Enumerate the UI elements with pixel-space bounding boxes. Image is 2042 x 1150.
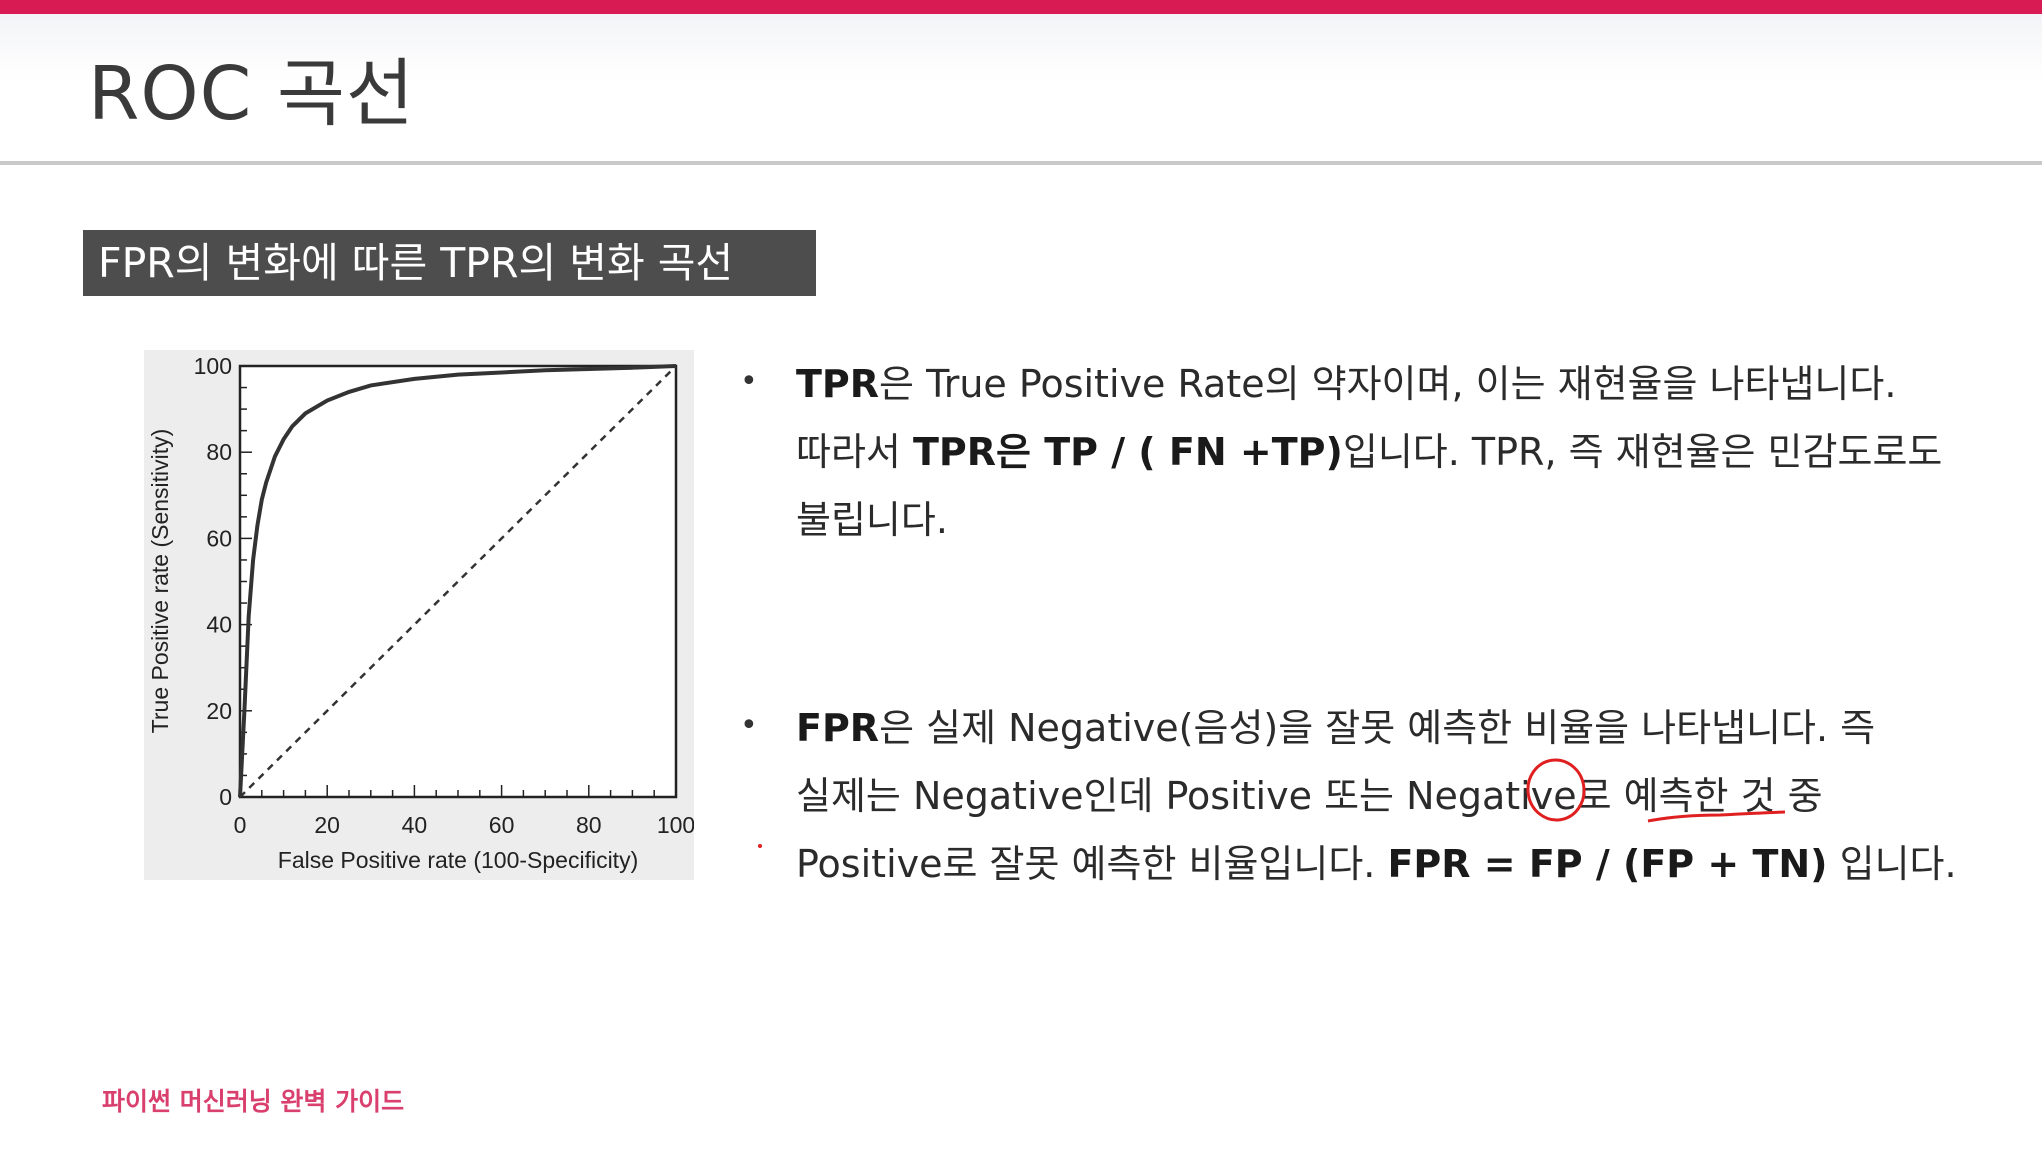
bullet-marker: • (740, 364, 758, 399)
accent-bar (0, 0, 2042, 14)
footer-book-title: 파이썬 머신러닝 완벽 가이드 (102, 1087, 405, 1116)
fpr-formula: FPR = FP / (FP + TN) (1387, 842, 1827, 886)
bullet-fpr: • FPR은 실제 Negative(음성)을 잘못 예측한 비율을 나타냅니다… (740, 694, 2030, 898)
tpr-formula: TPR은 TP / ( FN +TP) (912, 430, 1343, 474)
y-tick-label: 100 (194, 353, 232, 379)
fpr-line2-text: 실제는 Negative인데 Positive 또는 Negative로 예측한… (796, 774, 1823, 818)
title-divider (0, 161, 2042, 165)
tpr-line-3: 불립니다. (796, 486, 2030, 554)
tpr-line3-text: 불립니다. (796, 498, 948, 542)
tpr-term: TPR (796, 362, 880, 406)
tpr-line-1: TPR은 True Positive Rate의 약자이며, 이는 재현율을 나… (796, 350, 2030, 418)
y-tick-label: 0 (219, 784, 232, 810)
slide-title: ROC 곡선 (88, 51, 416, 137)
fpr-line3-prefix: Positive로 잘못 예측한 비율입니다. (796, 842, 1388, 886)
fpr-formula-lhs: FPR = (1387, 842, 1529, 886)
fpr-line-1: FPR은 실제 Negative(음성)을 잘못 예측한 비율을 나타냅니다. … (796, 694, 2030, 762)
x-axis-label: False Positive rate (100-Specificity) (278, 847, 638, 873)
fpr-formula-denominator: / (FP + TN) (1582, 842, 1828, 886)
bullet-tpr: • TPR은 True Positive Rate의 약자이며, 이는 재현율을… (740, 350, 2030, 554)
x-tick-label: 40 (402, 812, 428, 838)
x-tick-label: 80 (576, 812, 602, 838)
fpr-formula-fp: FP (1528, 842, 1583, 886)
y-tick-label: 20 (206, 698, 232, 724)
tpr-line-2: 따라서 TPR은 TP / ( FN +TP)입니다. TPR, 즉 재현율은 … (796, 418, 2030, 486)
tpr-line2-prefix: 따라서 (796, 430, 913, 474)
tpr-definition: 은 True Positive Rate의 약자이며, 이는 재현율을 나타냅니… (879, 362, 1897, 406)
tpr-line2-suffix: 입니다. TPR, 즉 재현율은 민감도로도 (1342, 430, 1943, 474)
fpr-line-2: 실제는 Negative인데 Positive 또는 Negative로 예측한… (796, 762, 2030, 830)
x-tick-label: 0 (234, 812, 247, 838)
y-tick-label: 40 (206, 612, 232, 638)
y-tick-label: 60 (206, 525, 232, 551)
section-label: FPR의 변화에 따른 TPR의 변화 곡선 (83, 230, 816, 296)
roc-chart: 0 20 40 60 80 100 0 20 40 60 80 100 False Positive … (144, 350, 694, 880)
fpr-line-3: Positive로 잘못 예측한 비율입니다. FPR = FP / (FP +… (796, 830, 2030, 898)
roc-curve-line (238, 364, 677, 798)
y-tick-label: 80 (206, 439, 232, 465)
bullet-marker: • (740, 708, 758, 743)
fpr-term: FPR (796, 706, 880, 750)
fpr-definition: 은 실제 Negative(음성)을 잘못 예측한 비율을 나타냅니다. 즉 (879, 706, 1876, 750)
roc-chart-svg: 0 20 40 60 80 100 0 20 40 60 80 100 False Positive … (147, 353, 694, 873)
y-axis-label: True Positive rate (Sensitivity) (147, 429, 173, 734)
bullet-list: • TPR은 True Positive Rate의 약자이며, 이는 재현율을… (740, 350, 2030, 898)
title-band (0, 14, 2042, 162)
x-tick-label: 100 (657, 812, 694, 838)
x-tick-label: 60 (489, 812, 515, 838)
random-classifier-line (239, 365, 677, 798)
x-tick-label: 20 (314, 812, 340, 838)
bullet-spacer (740, 554, 2030, 694)
fpr-line3-suffix: 입니다. (1827, 842, 1957, 886)
